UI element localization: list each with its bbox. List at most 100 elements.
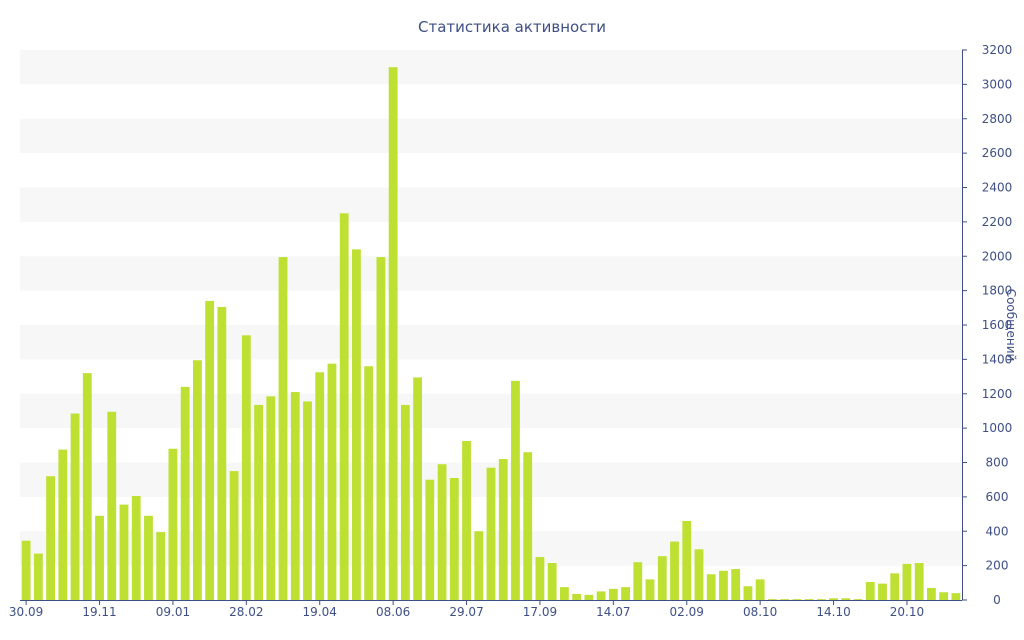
bar[interactable] [462, 441, 471, 600]
y-ticks-group: 0 200 400 600 800 1000 1200 1400 1600 1800 2000 220… [962, 43, 1012, 607]
bar[interactable] [560, 587, 569, 600]
bar[interactable] [192, 360, 202, 600]
bar[interactable] [82, 373, 92, 601]
bar[interactable] [792, 599, 802, 600]
bar[interactable] [511, 380, 520, 600]
bar[interactable] [914, 563, 924, 600]
bar[interactable] [706, 574, 716, 600]
bar[interactable] [816, 599, 826, 600]
bar[interactable] [780, 599, 790, 600]
bar[interactable] [572, 593, 582, 600]
x-ticks-group: 30.09 19.11 09.01 28.02 19.04 08.06 29.07 17.09… [9, 600, 924, 619]
bar[interactable] [449, 477, 459, 600]
grid-band [20, 393, 962, 429]
bars-group [21, 67, 961, 601]
grid-band [20, 50, 962, 85]
y-tick-label: 3000 [982, 77, 1013, 91]
bar[interactable] [156, 532, 166, 600]
bar[interactable] [939, 592, 949, 600]
bar[interactable] [205, 300, 215, 600]
bar[interactable] [951, 593, 961, 601]
bar[interactable] [486, 467, 496, 600]
grid-band [20, 187, 962, 222]
x-tick-label: 09.01 [156, 605, 190, 619]
x-tick-label: 02.09 [670, 605, 704, 619]
bar[interactable] [413, 377, 422, 600]
bar[interactable] [498, 459, 508, 600]
bar[interactable] [364, 366, 374, 600]
x-tick-label: 14.07 [596, 605, 630, 619]
x-tick-label: 19.11 [82, 605, 116, 619]
bar[interactable] [119, 504, 129, 600]
bar[interactable] [339, 213, 349, 600]
bar[interactable] [315, 372, 325, 600]
bar[interactable] [278, 257, 288, 600]
bar[interactable] [890, 573, 900, 600]
bar[interactable] [400, 404, 410, 600]
bar[interactable] [829, 598, 838, 600]
bar[interactable] [682, 520, 692, 600]
bar[interactable] [290, 392, 300, 600]
x-tick-label: 19.04 [303, 605, 337, 619]
bar[interactable] [266, 396, 276, 600]
bar[interactable] [927, 587, 936, 600]
bar[interactable] [95, 515, 104, 600]
bar[interactable] [719, 570, 728, 600]
bar[interactable] [841, 598, 851, 600]
bar[interactable] [425, 479, 435, 600]
bar[interactable] [144, 515, 153, 600]
bar[interactable] [254, 404, 263, 600]
bar[interactable] [535, 557, 545, 600]
bar[interactable] [645, 579, 655, 601]
bar[interactable] [743, 586, 753, 600]
bar[interactable] [670, 541, 679, 600]
bar[interactable] [902, 563, 912, 600]
bar[interactable] [241, 335, 251, 600]
bar[interactable] [180, 386, 190, 601]
bar[interactable] [767, 599, 777, 600]
x-tick-label: 08.06 [376, 605, 410, 619]
bar[interactable] [303, 401, 312, 600]
bar[interactable] [804, 599, 814, 600]
bar[interactable] [437, 464, 447, 600]
bar[interactable] [168, 448, 178, 600]
y-tick-label: 200 [986, 559, 1009, 573]
bar[interactable] [621, 587, 630, 600]
y-tick-label: 600 [986, 490, 1009, 504]
y-tick-label: 2400 [982, 181, 1013, 195]
x-tick-label: 17.09 [523, 605, 557, 619]
bar[interactable] [608, 588, 618, 600]
bar[interactable] [70, 413, 80, 600]
bar[interactable] [865, 581, 875, 600]
y-tick-label: 1400 [982, 352, 1013, 366]
bar[interactable] [731, 569, 741, 600]
y-tick-label: 1600 [982, 318, 1013, 332]
bar[interactable] [633, 562, 643, 600]
bar[interactable] [107, 411, 117, 600]
y-tick-label: 1200 [982, 387, 1013, 401]
bar[interactable] [376, 257, 386, 600]
bar[interactable] [596, 591, 606, 600]
y-axis-label: Сообщений [1004, 289, 1018, 362]
bar[interactable] [694, 549, 704, 600]
bar[interactable] [33, 553, 43, 600]
bar[interactable] [547, 563, 557, 600]
bar[interactable] [474, 531, 484, 600]
bar[interactable] [217, 306, 227, 600]
bar[interactable] [755, 579, 765, 601]
bar[interactable] [131, 496, 141, 600]
bar[interactable] [584, 594, 594, 600]
bar[interactable] [21, 540, 31, 600]
bar[interactable] [58, 449, 68, 600]
bar[interactable] [46, 476, 55, 600]
bar[interactable] [657, 556, 667, 600]
bar[interactable] [878, 583, 887, 600]
y-tick-label: 1000 [982, 421, 1013, 435]
bar[interactable] [388, 67, 398, 600]
bar[interactable] [853, 599, 863, 600]
bar[interactable] [523, 452, 533, 600]
bar[interactable] [327, 363, 337, 600]
bar[interactable] [229, 471, 239, 600]
bar[interactable] [352, 249, 361, 601]
